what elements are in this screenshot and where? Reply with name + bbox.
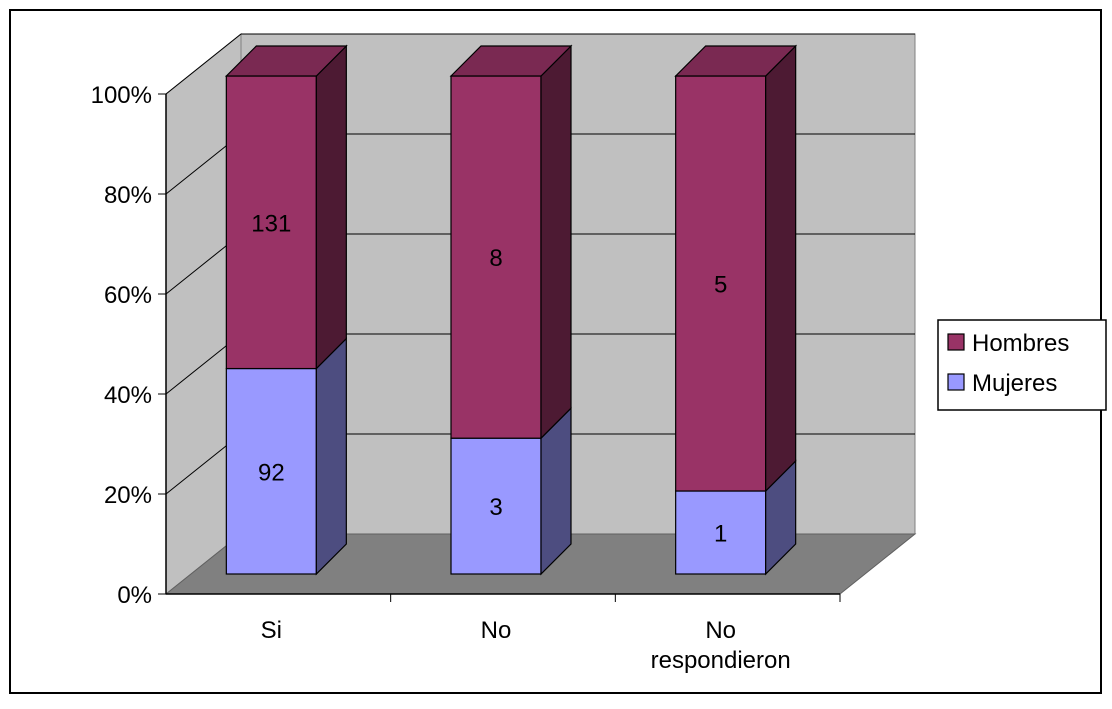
legend: Hombres Mujeres: [937, 319, 1107, 411]
y-tick-label: 80%: [104, 182, 152, 209]
labels-group: 0% 20% 40% 60% 80% 100% 92 131 Si 3 8 No 1 5 No respond…: [91, 82, 791, 674]
bars-group: [224, 44, 798, 576]
bar-mujeres-front: [450, 437, 542, 575]
bar-mujeres-front: [675, 490, 767, 575]
bar-hombres-front: [225, 75, 317, 370]
bar-hombres-side: [765, 44, 797, 493]
x-tick-label: No: [481, 617, 512, 644]
legend-label-hombres: Hombres: [972, 330, 1069, 357]
bar-mujeres-front: [225, 367, 317, 575]
y-tick-label: 60%: [104, 282, 152, 309]
legend-box: [937, 319, 1107, 411]
data-label-mujeres: 3: [489, 494, 502, 521]
y-tick-label: 100%: [91, 82, 152, 109]
x-tick-label: respondieron: [651, 647, 791, 674]
data-label-hombres: 8: [489, 245, 502, 272]
bar-hombres-top: [224, 45, 348, 77]
y-tick-label: 20%: [104, 482, 152, 509]
x-tick-label: Si: [261, 617, 282, 644]
data-label-mujeres: 92: [258, 459, 285, 486]
bar-hombres-top: [449, 45, 573, 77]
bar-hombres-side: [540, 44, 572, 440]
gridline-side: [165, 33, 242, 95]
data-label-hombres: 5: [714, 272, 727, 299]
bar-hombres-side: [315, 44, 347, 370]
y-tick-label: 40%: [104, 382, 152, 409]
bar-hombres-front: [675, 75, 767, 492]
bar-hombres-top: [674, 45, 798, 77]
legend-swatch-hombres: [947, 333, 965, 351]
bar-hombres-front: [450, 75, 542, 439]
data-label-mujeres: 1: [714, 521, 727, 548]
data-label-hombres: 131: [251, 210, 291, 237]
legend-label-mujeres: Mujeres: [972, 370, 1057, 397]
y-tick-label: 0%: [117, 582, 152, 609]
x-tick-label: No: [705, 617, 736, 644]
bar-mujeres-side: [315, 337, 347, 576]
legend-swatch-mujeres: [947, 373, 965, 391]
